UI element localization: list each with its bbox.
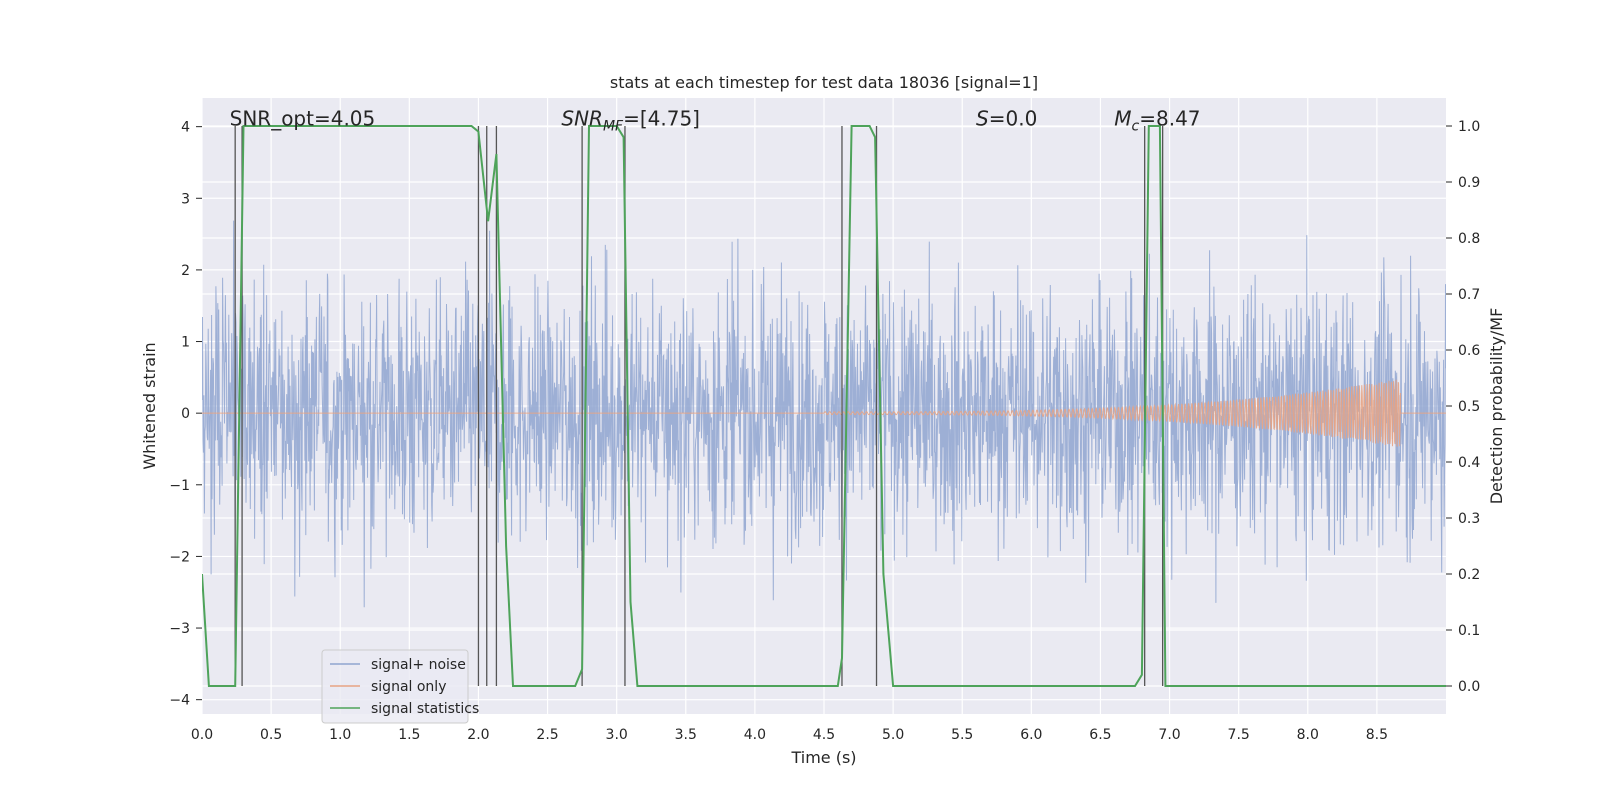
y-left-tick-label: 0 (181, 406, 190, 422)
x-tick-label: 5.5 (951, 727, 973, 743)
y-right-tick-label: 1.0 (1458, 119, 1480, 135)
annotation-1: SNRMF=[4.75] (561, 107, 700, 135)
legend: signal+ noise signal only signal statist… (321, 649, 479, 724)
x-axis-ticks: 0.0 0.5 1.0 1.5 2.0 2.5 3.0 3.5 4.0 4.5 5.0 5.5 6.0 6… (191, 727, 1388, 743)
y-left-tick-label: 3 (181, 191, 190, 207)
x-tick-label: 1.0 (329, 727, 351, 743)
x-tick-label: 0.0 (191, 727, 213, 743)
legend-entry-signal-plus-noise: signal+ noise (371, 657, 466, 673)
x-tick-label: 1.5 (398, 727, 420, 743)
y-left-tick-label: 1 (181, 335, 190, 351)
x-axis-label: Time (s) (790, 748, 856, 767)
y-left-tick-label: 4 (181, 120, 190, 136)
x-tick-label: 2.5 (536, 727, 558, 743)
y-left-tick-label: −3 (169, 621, 190, 637)
y-left-tick-label: −1 (169, 478, 190, 494)
y-right-tick-label: 0.2 (1458, 567, 1480, 583)
x-tick-label: 3.5 (675, 727, 697, 743)
y-right-tick-label: 0.7 (1458, 287, 1480, 303)
annotation-2: S=0.0 (976, 107, 1037, 131)
series-signal-plus-noise (202, 220, 1446, 608)
x-tick-label: 3.0 (606, 727, 628, 743)
annotations: SNR_opt=4.05 SNRMF=[4.75] S=0.0 Mc=8.47 (230, 107, 1201, 135)
y-axis-left-ticks: −4 −3 −2 −1 0 1 2 3 4 (169, 120, 202, 709)
legend-frame (321, 649, 469, 724)
x-tick-label: 6.5 (1089, 727, 1111, 743)
annotation-0: SNR_opt=4.05 (230, 107, 376, 131)
chart-title: stats at each timestep for test data 180… (610, 73, 1038, 92)
y-right-tick-label: 0.1 (1458, 623, 1480, 639)
x-tick-label: 4.0 (744, 727, 766, 743)
y-right-tick-label: 0.4 (1458, 455, 1480, 471)
y-right-tick-label: 0.0 (1458, 679, 1480, 695)
x-tick-label: 5.0 (882, 727, 904, 743)
y-right-tick-label: 0.6 (1458, 343, 1480, 359)
x-tick-label: 6.0 (1020, 727, 1042, 743)
y-left-tick-label: −4 (169, 693, 190, 709)
series-signal-statistics (202, 125, 1446, 687)
y-right-tick-label: 0.3 (1458, 511, 1480, 527)
y-axis-right-label: Detection probability/MF (1487, 308, 1506, 505)
y-right-tick-label: 0.8 (1458, 231, 1480, 247)
series-signal-only (202, 379, 1446, 447)
x-tick-label: 8.5 (1366, 727, 1388, 743)
plot-series (202, 125, 1446, 687)
x-tick-label: 8.0 (1297, 727, 1319, 743)
legend-entry-signal-statistics: signal statistics (371, 701, 479, 717)
x-tick-label: 0.5 (260, 727, 282, 743)
x-tick-label: 7.0 (1158, 727, 1180, 743)
y-left-tick-label: −2 (169, 549, 190, 565)
y-left-tick-label: 2 (181, 263, 190, 279)
y-axis-right-ticks: 0.0 0.1 0.2 0.3 0.4 0.5 0.6 0.7 0.8 0.9 1.0 (1446, 119, 1480, 695)
y-right-tick-label: 0.9 (1458, 175, 1480, 191)
legend-entry-signal-only: signal only (371, 679, 446, 695)
x-tick-label: 7.5 (1228, 727, 1250, 743)
y-right-tick-label: 0.5 (1458, 399, 1480, 415)
y-axis-left-label: Whitened strain (140, 342, 159, 469)
x-tick-label: 2.0 (467, 727, 489, 743)
x-tick-label: 4.5 (813, 727, 835, 743)
annotation-3: Mc=8.47 (1114, 107, 1200, 135)
